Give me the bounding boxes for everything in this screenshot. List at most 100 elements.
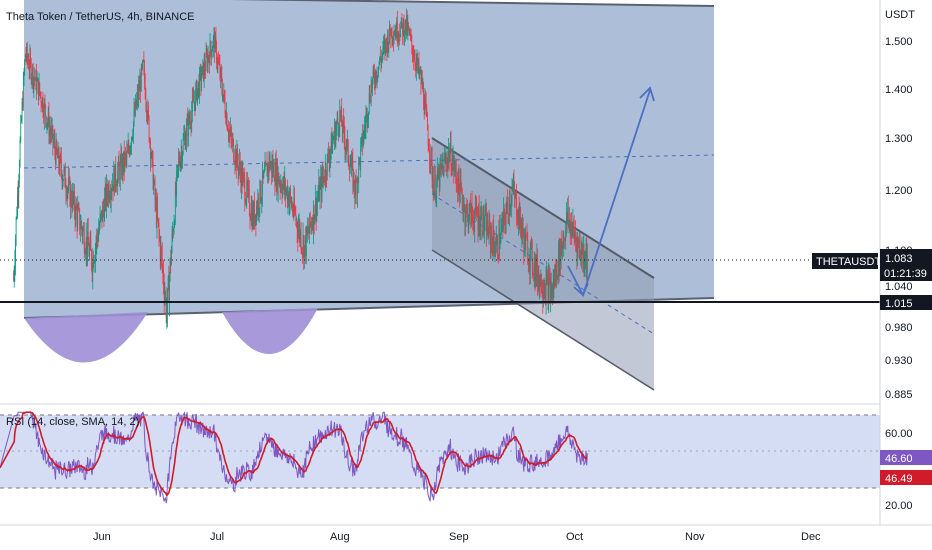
candle-body — [378, 66, 379, 76]
candle-body — [583, 249, 584, 259]
candle-body — [485, 212, 487, 215]
candle-body — [146, 103, 147, 115]
time-tick: Dec — [801, 531, 821, 543]
candle-body — [293, 198, 295, 214]
candle-body — [340, 109, 342, 117]
candle-body — [503, 210, 505, 212]
candle-body — [250, 207, 252, 220]
candle-body — [328, 152, 329, 160]
candle-body — [370, 83, 372, 102]
candle-body — [42, 97, 43, 108]
mid-channel-dash[interactable] — [23, 154, 715, 169]
candle-body — [408, 24, 409, 29]
rsi-sma-line — [0, 411, 588, 497]
candle-body — [116, 185, 118, 187]
rounded-bottom-left[interactable] — [24, 312, 148, 363]
candle-body — [531, 243, 532, 245]
candle-body — [125, 154, 127, 158]
candle-body — [245, 199, 247, 203]
candle-body — [563, 237, 565, 245]
candle-body — [311, 223, 312, 228]
candle-body — [543, 291, 545, 294]
candle-body — [221, 76, 223, 90]
candle-body — [275, 163, 277, 188]
candle-body — [383, 44, 384, 46]
candle-body — [88, 245, 90, 256]
candle-body — [417, 60, 419, 68]
candle-body — [554, 268, 556, 286]
candle-body — [256, 205, 257, 223]
candle-body — [29, 54, 31, 70]
candle-body — [548, 276, 550, 304]
rsi-pane[interactable]: RSI (14, close, SMA, 14, 2) — [0, 411, 880, 504]
candle-body — [202, 62, 204, 67]
candle-body — [537, 276, 539, 283]
candle-body — [324, 164, 326, 181]
candle-body — [509, 199, 510, 217]
candle-body — [282, 185, 284, 195]
big-channel-top-line[interactable] — [24, 0, 715, 7]
candle-body — [405, 19, 407, 32]
candle-body — [420, 70, 422, 84]
candle-body — [553, 275, 555, 285]
candle-body — [560, 239, 561, 266]
candle-body — [268, 156, 270, 171]
price-axis[interactable]: USDT 1.500 1.400 1.300 1.200 1.100 1.040… — [812, 0, 932, 525]
candle-body — [188, 115, 189, 136]
candle-body — [390, 33, 392, 38]
candle-body — [208, 55, 210, 59]
candle-body — [222, 89, 223, 100]
candle-body — [226, 114, 228, 129]
candle-body — [314, 215, 316, 224]
candle-body — [216, 63, 218, 65]
candle-body — [25, 54, 27, 58]
candle-body — [481, 211, 483, 232]
candle-body — [321, 171, 323, 196]
price-tick: 1.400 — [885, 84, 913, 96]
candle-body — [391, 28, 393, 39]
candle-body — [227, 128, 229, 132]
candle-body — [239, 161, 240, 168]
candle-body — [286, 188, 288, 203]
candle-body — [520, 223, 522, 236]
time-axis[interactable]: Jun Jul Aug Sep Oct Nov Dec — [0, 524, 932, 550]
candle-body — [163, 285, 165, 299]
candle-body — [582, 244, 584, 259]
price-pane[interactable]: Theta Token / TetherUS, 4h, BINANCE — [0, 0, 880, 391]
candle-body — [534, 260, 536, 281]
candle-body — [65, 188, 67, 193]
candle-body — [285, 191, 287, 194]
candle-body — [186, 124, 187, 140]
candle-body — [566, 214, 568, 222]
candle-body — [577, 239, 578, 256]
candle-body — [345, 147, 346, 150]
candle-body — [159, 239, 161, 260]
candle-body — [524, 231, 525, 253]
candle-body — [107, 194, 109, 199]
candle-body — [184, 135, 186, 149]
candle-body — [545, 278, 547, 301]
candle-body — [348, 161, 350, 167]
candle-body — [185, 139, 187, 149]
candle-body — [182, 153, 183, 163]
candle-body — [28, 68, 30, 70]
candle-body — [195, 82, 197, 90]
candle-body — [269, 156, 270, 169]
rounded-bottom-right[interactable] — [222, 308, 318, 355]
candle-body — [30, 54, 31, 62]
candle-body — [217, 59, 219, 65]
candle-body — [347, 140, 349, 162]
down-channel-bottom-line[interactable] — [431, 249, 655, 391]
candle-body — [460, 178, 462, 189]
candle-body — [263, 171, 265, 178]
candle-body — [362, 133, 364, 146]
candle-body — [572, 221, 574, 231]
candle-body — [300, 231, 302, 250]
candle-body — [538, 276, 540, 290]
down-channel-top-line[interactable] — [431, 137, 655, 279]
candle-body — [47, 113, 49, 123]
candle-body — [199, 70, 201, 72]
candle-body — [344, 137, 346, 150]
candle-body — [144, 81, 146, 98]
